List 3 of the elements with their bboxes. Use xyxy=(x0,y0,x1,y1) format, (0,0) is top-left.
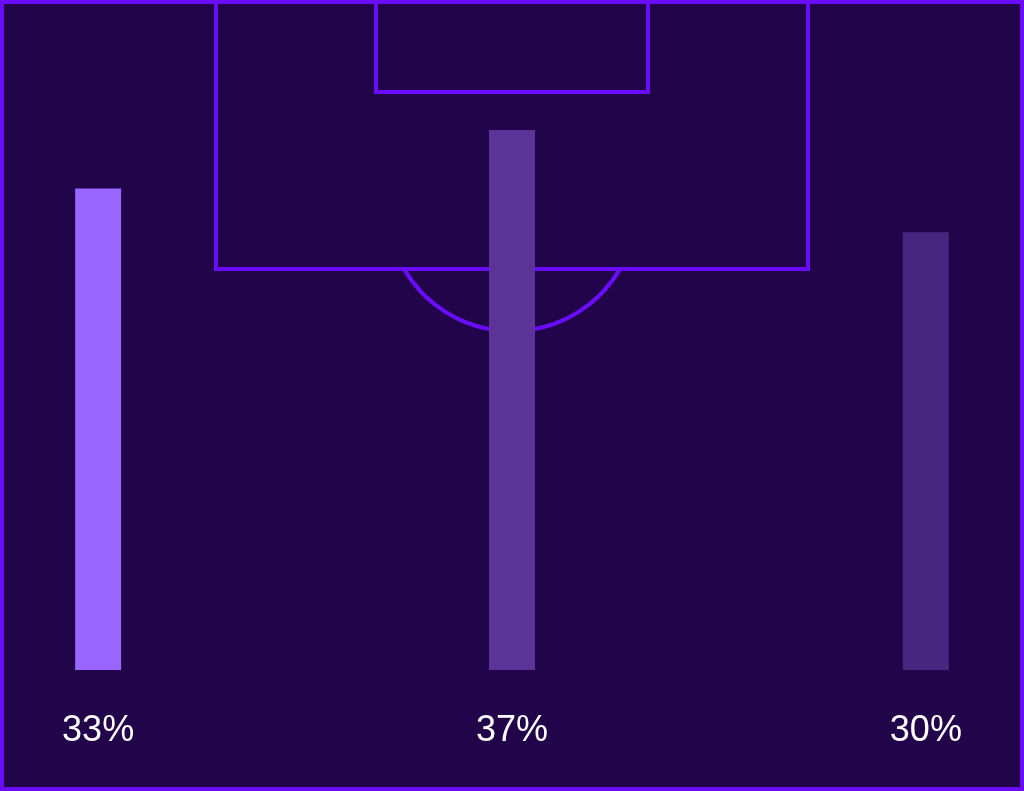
data-label: 30% xyxy=(889,708,962,749)
data-label: 33% xyxy=(62,708,135,749)
data-label: 37% xyxy=(475,708,549,749)
